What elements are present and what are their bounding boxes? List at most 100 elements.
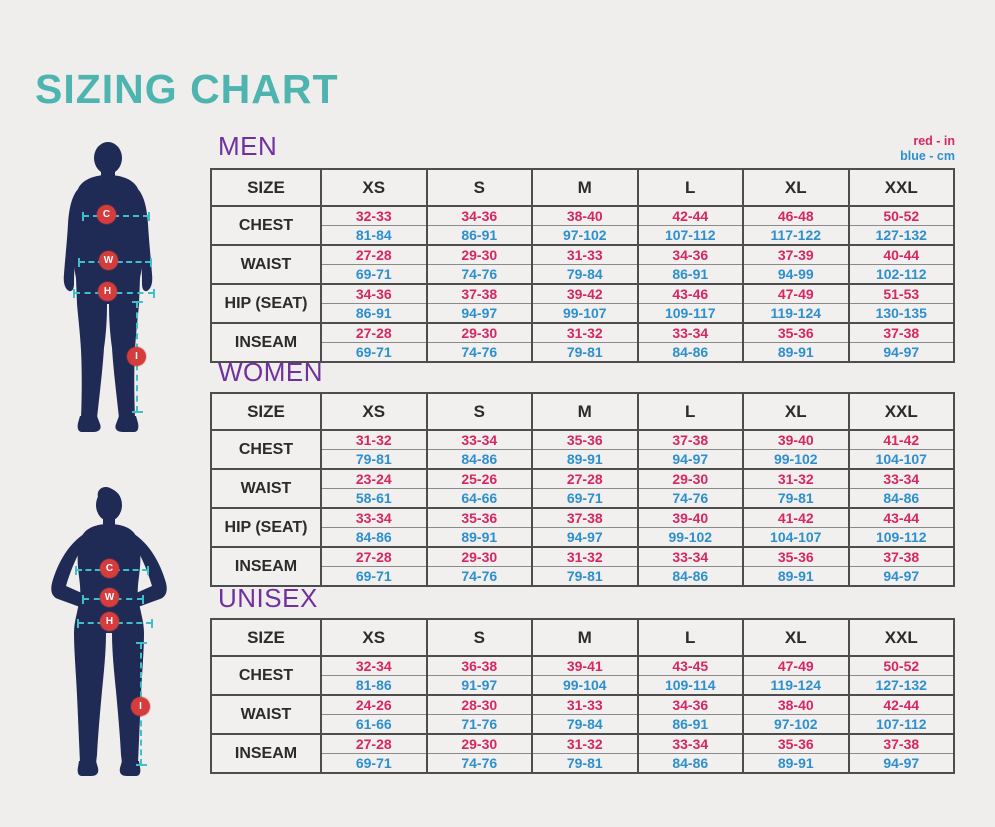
value-inches: 39-40 (742, 429, 850, 450)
value-cm: 74-76 (636, 488, 744, 509)
value-inches: 27-28 (320, 322, 428, 343)
value-cm: 104-107 (742, 527, 850, 548)
value-inches: 33-34 (636, 733, 744, 754)
value-inches: 31-33 (531, 244, 639, 265)
size-column-header: S (425, 392, 533, 431)
value-cm: 89-91 (531, 449, 639, 470)
value-inches: 31-32 (531, 546, 639, 567)
value-cm: 99-102 (742, 449, 850, 470)
value-inches: 42-44 (636, 205, 744, 226)
value-cm: 107-112 (636, 225, 744, 246)
value-cm: 84-86 (425, 449, 533, 470)
size-column-header: S (425, 168, 533, 207)
table-header-row: SIZE XS S M L XL XXL (210, 392, 955, 431)
value-cm: 58-61 (320, 488, 428, 509)
value-cm: 79-81 (531, 566, 639, 587)
value-cm: 79-81 (742, 488, 850, 509)
measurement-row-inches: INSEAM 27-28 29-30 31-32 33-34 35-36 37-38 (210, 322, 955, 363)
value-cm: 89-91 (742, 753, 850, 774)
value-cm: 79-81 (320, 449, 428, 470)
measurement-label: INSEAM (210, 546, 322, 587)
section-heading-men: MEN (218, 131, 278, 161)
value-cm: 74-76 (425, 342, 533, 363)
value-cm: 102-112 (847, 264, 955, 285)
value-cm: 127-132 (847, 225, 955, 246)
size-column-header: L (636, 392, 744, 431)
measurement-row-cm: 81-86 91-97 99-104 109-114 119-124 127-132 (211, 675, 955, 696)
value-inches: 40-44 (847, 244, 955, 265)
measurement-label: HIP (SEAT) (210, 283, 322, 324)
value-cm: 89-91 (425, 527, 533, 548)
measurement-row-cm: 61-66 71-76 79-84 86-91 97-102 107-112 (211, 714, 955, 735)
female-chest-marker: C (100, 559, 119, 578)
value-inches: 31-32 (742, 468, 850, 489)
measurement-label: CHEST (210, 205, 322, 246)
value-inches: 23-24 (320, 468, 428, 489)
table-header-row: SIZE XS S M L XL XXL (210, 618, 955, 657)
value-cm: 84-86 (320, 527, 428, 548)
measurement-row-inches: WAIST 27-28 29-30 31-33 34-36 37-39 40-44 (210, 244, 955, 285)
unit-legend: red - in blue - cm (210, 134, 955, 164)
value-cm: 86-91 (425, 225, 533, 246)
page-title: SIZING CHART (35, 66, 339, 112)
value-inches: 31-32 (531, 322, 639, 343)
value-inches: 33-34 (320, 507, 428, 528)
value-cm: 84-86 (636, 342, 744, 363)
value-inches: 39-40 (636, 507, 744, 528)
value-inches: 37-39 (742, 244, 850, 265)
value-inches: 47-49 (742, 655, 850, 676)
value-inches: 37-38 (847, 733, 955, 754)
female-waist-marker: W (100, 588, 119, 607)
measurement-row-inches: WAIST 24-26 28-30 31-33 34-36 38-40 42-44 (210, 694, 955, 735)
value-inches: 39-42 (531, 283, 639, 304)
size-column-header: XXL (847, 168, 955, 207)
value-inches: 35-36 (742, 546, 850, 567)
value-inches: 33-34 (636, 546, 744, 567)
value-inches: 28-30 (425, 694, 533, 715)
measurement-label: INSEAM (210, 733, 322, 774)
value-inches: 27-28 (320, 733, 428, 754)
value-cm: 89-91 (742, 342, 850, 363)
size-column-header: XXL (847, 392, 955, 431)
value-inches: 47-49 (742, 283, 850, 304)
value-inches: 33-34 (636, 322, 744, 343)
value-inches: 43-46 (636, 283, 744, 304)
size-column-header: L (636, 168, 744, 207)
male-hip-marker: H (98, 282, 117, 301)
measurement-row-cm: 84-86 89-91 94-97 99-102 104-107 109-112 (211, 527, 955, 548)
measurement-row-cm: 69-71 74-76 79-81 84-86 89-91 94-97 (211, 753, 955, 774)
value-inches: 29-30 (425, 322, 533, 343)
value-inches: 39-41 (531, 655, 639, 676)
size-column-header: XS (320, 392, 428, 431)
value-cm: 94-97 (531, 527, 639, 548)
value-cm: 94-97 (636, 449, 744, 470)
measurement-row-inches: CHEST 32-34 36-38 39-41 43-45 47-49 50-52 (210, 655, 955, 696)
value-cm: 107-112 (847, 714, 955, 735)
value-cm: 69-71 (320, 342, 428, 363)
male-body-illustration (63, 142, 153, 432)
value-inches: 24-26 (320, 694, 428, 715)
value-cm: 94-97 (847, 566, 955, 587)
size-column-header: S (425, 618, 533, 657)
value-inches: 42-44 (847, 694, 955, 715)
value-inches: 35-36 (531, 429, 639, 450)
measurement-label: WAIST (210, 468, 322, 509)
value-inches: 34-36 (636, 694, 744, 715)
value-cm: 84-86 (636, 753, 744, 774)
size-header-cell: SIZE (210, 168, 322, 207)
value-inches: 35-36 (425, 507, 533, 528)
value-cm: 81-84 (320, 225, 428, 246)
measurement-label: CHEST (210, 429, 322, 470)
measurement-row-inches: WAIST 23-24 25-26 27-28 29-30 31-32 33-34 (210, 468, 955, 509)
value-cm: 74-76 (425, 566, 533, 587)
measurement-row-inches: HIP (SEAT) 33-34 35-36 37-38 39-40 41-42 43-44 (210, 507, 955, 548)
value-inches: 29-30 (425, 244, 533, 265)
value-inches: 29-30 (425, 733, 533, 754)
value-cm: 71-76 (425, 714, 533, 735)
value-inches: 29-30 (636, 468, 744, 489)
value-inches: 37-38 (636, 429, 744, 450)
size-column-header: XXL (847, 618, 955, 657)
size-column-header: M (531, 168, 639, 207)
size-column-header: XS (320, 168, 428, 207)
